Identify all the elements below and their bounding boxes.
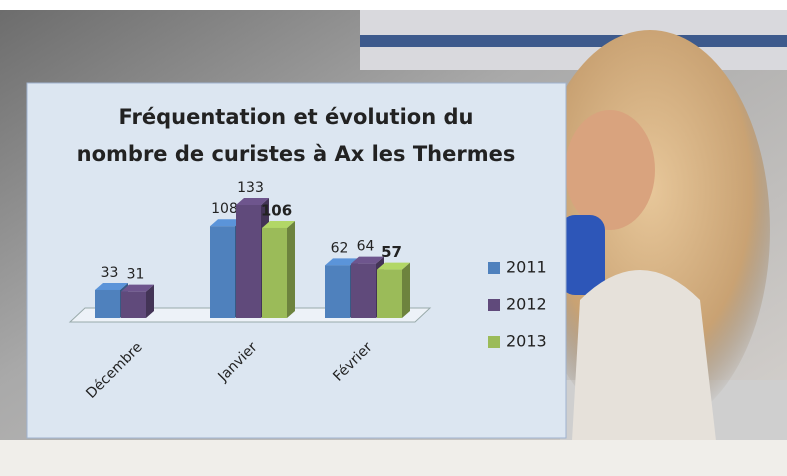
value-label: 108 — [211, 201, 238, 217]
legend-label: 2013 — [506, 332, 547, 351]
chart-title: nombre de curistes à Ax les Thermes — [77, 142, 516, 166]
value-label: 31 — [127, 267, 145, 283]
value-label: 64 — [357, 239, 375, 255]
bar-front — [95, 290, 120, 318]
chart-title: Fréquentation et évolution du — [119, 105, 474, 129]
bar-front — [236, 205, 261, 318]
bar-side — [287, 221, 295, 318]
value-label: 57 — [381, 243, 402, 261]
legend-swatch — [488, 262, 500, 274]
legend-label: 2011 — [506, 258, 547, 277]
bar — [262, 221, 295, 318]
bar-front — [121, 292, 146, 318]
bar — [121, 285, 154, 318]
bar-front — [325, 265, 350, 318]
legend-label: 2012 — [506, 295, 547, 314]
value-label: 106 — [261, 201, 292, 219]
bar-front — [377, 270, 402, 318]
value-label: 133 — [237, 180, 264, 196]
bar-side — [402, 263, 410, 318]
legend-swatch — [488, 299, 500, 311]
bar — [377, 263, 410, 318]
value-label: 33 — [101, 265, 119, 281]
value-label: 62 — [331, 240, 349, 256]
bar-front — [351, 264, 376, 318]
legend-swatch — [488, 336, 500, 348]
bar-front — [210, 226, 235, 318]
screenshot: Fréquentation et évolution du nombre de … — [0, 0, 787, 476]
bar-front — [262, 228, 287, 318]
